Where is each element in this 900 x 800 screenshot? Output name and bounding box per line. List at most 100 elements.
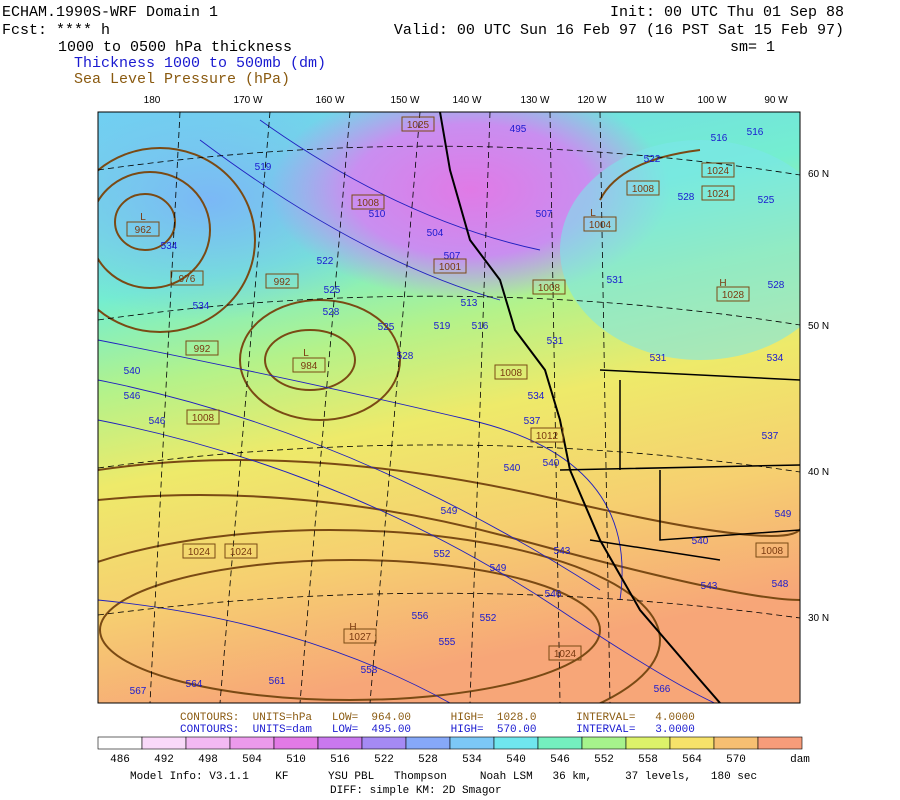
pressure-label-box	[401, 116, 435, 132]
pressure-center: L	[303, 348, 309, 359]
pressure-contour-label: 1024	[707, 189, 730, 200]
pressure-contour-label: 1004	[589, 220, 612, 231]
latitude-label: 30 N	[808, 613, 829, 624]
map-frame	[97, 111, 801, 704]
thickness-contour-label: 531	[547, 336, 564, 347]
thickness-contour-label: 549	[490, 563, 507, 574]
colorbar-swatch	[273, 736, 319, 750]
model-title: ECHAM.1990S-WRF Domain 1	[2, 4, 218, 21]
thickness-contour-label: 528	[323, 307, 340, 318]
thickness-contour-label: 540	[504, 463, 521, 474]
thickness-contour-label: 507	[444, 251, 461, 262]
pressure-contour-label: 992	[194, 344, 211, 355]
colorbar-label: 492	[154, 754, 174, 766]
pressure-label-box	[530, 427, 564, 443]
pressure-label-box	[548, 645, 582, 661]
pressure-label-box	[701, 185, 735, 201]
slp-contour-info: CONTOURS: UNITS=hPa LOW= 964.00 HIGH= 10…	[180, 712, 695, 724]
latitude-label: 50 N	[808, 321, 829, 332]
pressure-contour-label: 1001	[439, 262, 462, 273]
pressure-label-box	[292, 357, 326, 373]
longitude-label: 100 W	[698, 95, 727, 106]
pressure-label-box	[126, 221, 160, 237]
thickness-contour-label: 546	[545, 589, 562, 600]
colorbar-swatch	[449, 736, 495, 750]
thickness-contour-label: 543	[554, 546, 571, 557]
longitude-label: 170 W	[234, 95, 263, 106]
colorbar-label: 516	[330, 754, 350, 766]
pressure-label-box	[224, 543, 258, 559]
pressure-label-box	[265, 273, 299, 289]
thickness-contour-label: 516	[472, 321, 489, 332]
longitude-label: 140 W	[453, 95, 482, 106]
pressure-contour-label: 1024	[707, 166, 730, 177]
thickness-contour-label: 534	[193, 301, 210, 312]
pressure-contour-label: 1028	[722, 290, 745, 301]
longitude-label: 120 W	[578, 95, 607, 106]
slp-legend: Sea Level Pressure (hPa)	[74, 71, 290, 88]
thickness-contour-label: 504	[427, 228, 444, 239]
diff-info: DIFF: simple KM: 2D Smagor	[330, 785, 502, 797]
thickness-contour-label: 549	[775, 509, 792, 520]
colorbar-swatch	[405, 736, 451, 750]
thickness-contour-label: 537	[524, 416, 541, 427]
colorbar-swatch	[757, 736, 803, 750]
thickness-contour-label: 531	[650, 353, 667, 364]
colorbar-label: 540	[506, 754, 526, 766]
colorbar-swatch	[493, 736, 539, 750]
thickness-contour-label: 522	[317, 256, 334, 267]
pressure-contour-label: 984	[301, 361, 318, 372]
thickness-contour-label: 507	[536, 209, 553, 220]
colorbar-label: 546	[550, 754, 570, 766]
thickness-contour-label: 543	[701, 581, 718, 592]
pressure-contour-label: 1008	[500, 368, 523, 379]
pressure-center: L	[140, 212, 146, 223]
colorbar-swatch	[317, 736, 363, 750]
valid-time: Valid: 00 UTC Sun 16 Feb 97 (16 PST Sat …	[394, 22, 844, 39]
colorbar-label: 570	[726, 754, 746, 766]
thickness-contour-label: 552	[480, 613, 497, 624]
colorbar-label: 534	[462, 754, 482, 766]
thickness-contour-label: 525	[378, 322, 395, 333]
pressure-label-box	[170, 270, 204, 286]
thickness-contour-label: 546	[124, 391, 141, 402]
pressure-label-box	[494, 364, 528, 380]
thickness-contour-label: 540	[124, 366, 141, 377]
longitude-label: 150 W	[391, 95, 420, 106]
init-time: Init: 00 UTC Thu 01 Sep 88	[610, 4, 844, 21]
pressure-center: H	[719, 278, 726, 289]
thickness-contour-label: 549	[441, 506, 458, 517]
thickness-contour-label: 552	[434, 549, 451, 560]
thickness-contour-label: 555	[439, 637, 456, 648]
colorbar-label: 510	[286, 754, 306, 766]
colorbar-swatch	[537, 736, 583, 750]
longitude-label: 130 W	[521, 95, 550, 106]
pressure-label-box	[433, 258, 467, 274]
thickness-contour-label: 522	[644, 154, 661, 165]
pressure-contour-label: 1012	[536, 431, 559, 442]
map-field	[98, 112, 800, 703]
colorbar-label: 552	[594, 754, 614, 766]
pressure-label-box	[755, 542, 789, 558]
thickness-contour-label: 528	[768, 280, 785, 291]
field-name: 1000 to 0500 hPa thickness	[58, 39, 292, 56]
pressure-contour-label: 1008	[538, 283, 561, 294]
thickness-contour-label: 534	[767, 353, 784, 364]
longitude-label: 90 W	[764, 95, 788, 106]
colorbar-swatch	[185, 736, 231, 750]
smoothing: sm= 1	[730, 39, 775, 56]
thickness-contour-label: 540	[692, 536, 709, 547]
pressure-label-box	[343, 628, 377, 644]
colorbar-swatch	[669, 736, 715, 750]
thickness-contour-label: 556	[412, 611, 429, 622]
thickness-contour-label: 548	[772, 579, 789, 590]
pressure-label-box	[716, 286, 750, 302]
longitude-label: 160 W	[316, 95, 345, 106]
pressure-contour-label: 1008	[632, 184, 655, 195]
pressure-contour-label: 1024	[554, 649, 577, 660]
colorbar-unit: dam	[790, 754, 810, 766]
thickness-contour-info: CONTOURS: UNITS=dam LOW= 495.00 HIGH= 57…	[180, 724, 695, 736]
pressure-label-box	[351, 194, 385, 210]
colorbar-swatch	[581, 736, 627, 750]
